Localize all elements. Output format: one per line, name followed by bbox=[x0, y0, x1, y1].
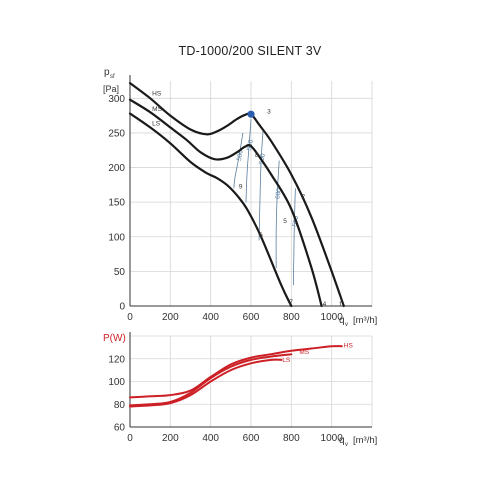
sound-curve-label: 500 bbox=[236, 149, 245, 161]
top-y-tick-label: 0 bbox=[119, 302, 125, 313]
fan-curve-hs bbox=[128, 82, 345, 308]
bottom-x-tick-label: 1000 bbox=[321, 433, 344, 444]
sound-curve bbox=[245, 119, 252, 203]
bottom-x-tick-label: 200 bbox=[162, 433, 179, 444]
top-x-tick-label: 0 bbox=[127, 312, 133, 323]
power-curve-ls bbox=[129, 358, 283, 408]
bottom-x-axis-unit: [m³/h] bbox=[353, 435, 377, 446]
top-y-axis-label: p bbox=[104, 67, 110, 78]
operating-point-marker bbox=[247, 110, 255, 118]
fan-curve-ls bbox=[128, 112, 293, 308]
top-x-tick-label: 1000 bbox=[321, 312, 344, 323]
point-label: 7 bbox=[289, 299, 293, 306]
bottom-y-tick-label: 120 bbox=[108, 354, 125, 365]
top-x-tick-label: 600 bbox=[243, 312, 260, 323]
top-x-tick-label: 800 bbox=[283, 312, 300, 323]
bottom-y-tick-label: 60 bbox=[114, 423, 126, 434]
point-label: 2 bbox=[301, 194, 305, 201]
sound-curve bbox=[258, 129, 264, 241]
point-label: 4 bbox=[323, 301, 327, 308]
point-label: 9 bbox=[239, 183, 243, 190]
point-label: 1 bbox=[339, 301, 343, 308]
point-label: 6 bbox=[259, 232, 263, 239]
power-curve-hs bbox=[129, 345, 343, 399]
bottom-curve-label-ls: LS bbox=[282, 357, 291, 364]
chart-title: TD-1000/200 SILENT 3V bbox=[178, 44, 322, 58]
top-y-tick-label: 50 bbox=[114, 267, 126, 278]
top-curve-label-ls: LS bbox=[152, 120, 161, 127]
sound-curve bbox=[233, 132, 244, 189]
top-y-tick-label: 100 bbox=[108, 232, 125, 243]
bottom-x-axis-sub-label: v bbox=[345, 442, 348, 448]
point-label: 8 bbox=[255, 152, 259, 159]
top-y-tick-label: 200 bbox=[108, 163, 125, 174]
top-y-tick-label: 300 bbox=[108, 94, 125, 105]
point-label: 5 bbox=[283, 218, 287, 225]
bottom-x-axis-label: q bbox=[339, 435, 345, 446]
top-y-axis-sub-label: sf bbox=[110, 74, 115, 80]
sound-curve-label: 500 bbox=[258, 153, 267, 165]
sound-curve bbox=[275, 160, 280, 268]
bottom-y-tick-label: 100 bbox=[108, 377, 125, 388]
bottom-x-tick-label: 0 bbox=[127, 433, 133, 444]
top-y-tick-label: 150 bbox=[108, 198, 125, 209]
top-curve-label-ms: MS bbox=[152, 106, 162, 113]
top-curve-label-hs: HS bbox=[152, 91, 162, 98]
bottom-x-tick-label: 400 bbox=[202, 433, 219, 444]
top-x-axis-label: q bbox=[339, 315, 345, 326]
bottom-y-axis-label: P(W) bbox=[103, 333, 126, 344]
top-y-axis-unit: [Pa] bbox=[103, 84, 119, 94]
point-label: 3 bbox=[267, 109, 271, 116]
bottom-curve-label-hs: HS bbox=[344, 342, 354, 349]
bottom-y-tick-label: 80 bbox=[114, 400, 126, 411]
bottom-x-tick-label: 800 bbox=[283, 433, 300, 444]
top-x-axis-sub-label: v bbox=[345, 322, 348, 328]
top-x-tick-label: 200 bbox=[162, 312, 179, 323]
top-y-tick-label: 250 bbox=[108, 128, 125, 139]
fan-curve-ms bbox=[128, 98, 323, 308]
top-x-axis-unit: [m³/h] bbox=[353, 315, 377, 326]
sound-curve bbox=[293, 188, 296, 286]
power-curve-ms bbox=[129, 353, 293, 407]
top-x-tick-label: 400 bbox=[202, 312, 219, 323]
bottom-curve-label-ms: MS bbox=[299, 349, 309, 356]
sound-curve-label: 600 bbox=[274, 187, 283, 199]
bottom-x-tick-label: 600 bbox=[243, 433, 260, 444]
